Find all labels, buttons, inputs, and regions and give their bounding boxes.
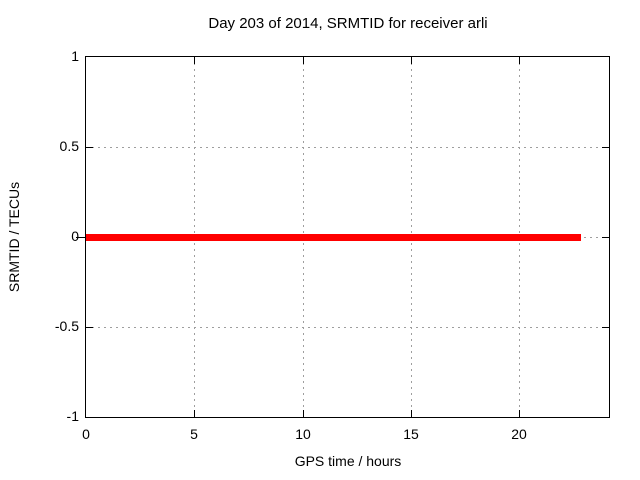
y-tick-label: -1 <box>66 408 79 424</box>
plot-area: 0 5 10 15 20 1 0.5 0 -0.5 -1 <box>55 48 610 442</box>
x-tick-top <box>194 57 195 64</box>
y-tick-label: 0 <box>71 228 79 244</box>
y-tick-left <box>86 327 93 328</box>
x-tick-label: 15 <box>403 426 419 442</box>
y-tick-label: -0.5 <box>54 318 79 334</box>
y-tick-label: 1 <box>71 48 79 64</box>
x-tick-top <box>411 57 412 64</box>
series-line-srmtid <box>86 234 581 241</box>
y-gridline <box>86 147 609 148</box>
x-tick-label: 10 <box>295 426 311 442</box>
x-tick-bottom <box>194 410 195 417</box>
chart-title: Day 203 of 2014, SRMTID for receiver arl… <box>208 15 488 32</box>
x-tick-top <box>519 57 520 64</box>
y-tick-label: 0.5 <box>59 138 79 154</box>
x-axis-label: GPS time / hours <box>294 453 402 469</box>
x-tick-top <box>303 57 304 64</box>
y-zero-outer-tick <box>76 237 86 238</box>
y-tick-right <box>602 147 609 148</box>
y-tick-left <box>86 147 93 148</box>
x-tick-label: 0 <box>82 426 90 442</box>
x-tick-label: 5 <box>190 426 198 442</box>
x-tick-bottom <box>411 410 412 417</box>
x-tick-label: 20 <box>511 426 527 442</box>
y-tick-right <box>602 327 609 328</box>
x-tick-bottom <box>303 410 304 417</box>
y-tick-right <box>602 237 609 238</box>
y-gridline <box>86 327 609 328</box>
y-axis-label: SRMTID / TECUs <box>6 181 22 293</box>
x-tick-bottom <box>519 410 520 417</box>
